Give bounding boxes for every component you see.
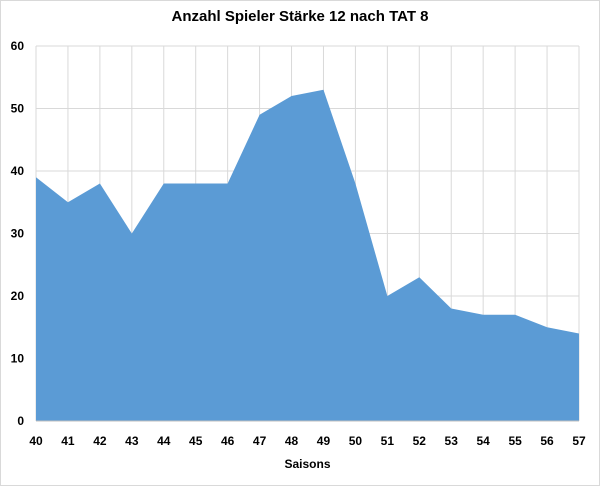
x-tick-label: 56: [540, 434, 554, 448]
chart-title: Anzahl Spieler Stärke 12 nach TAT 8: [171, 8, 429, 25]
x-tick-label: 45: [189, 434, 203, 448]
x-tick-label: 57: [572, 434, 586, 448]
x-tick-label: 46: [221, 434, 235, 448]
x-tick-label: 54: [476, 434, 490, 448]
x-tick-label: 41: [61, 434, 75, 448]
x-tick-label: 43: [125, 434, 139, 448]
x-tick-label: 42: [93, 434, 107, 448]
x-tick-label: 53: [445, 434, 459, 448]
y-tick-label: 0: [17, 414, 24, 428]
x-tick-label: 44: [157, 434, 171, 448]
y-tick-label: 20: [11, 289, 25, 303]
x-tick-label: 48: [285, 434, 299, 448]
x-tick-label: 50: [349, 434, 363, 448]
y-axis-ticks: 0 10 20 30 40 50 60: [11, 39, 25, 428]
x-tick-label: 51: [381, 434, 395, 448]
y-tick-label: 50: [11, 102, 25, 116]
y-tick-label: 10: [11, 352, 25, 366]
y-tick-label: 30: [11, 227, 25, 241]
y-tick-label: 40: [11, 164, 25, 178]
area-layer: [35, 89, 580, 421]
x-tick-label: 55: [508, 434, 522, 448]
x-tick-label: 40: [29, 434, 43, 448]
x-axis-label: Saisons: [284, 457, 330, 471]
y-tick-label: 60: [11, 39, 25, 53]
x-tick-label: 49: [317, 434, 331, 448]
area-series: [36, 89, 579, 421]
x-tick-label: 47: [253, 434, 267, 448]
x-tick-label: 52: [413, 434, 427, 448]
x-axis-ticks: 40 41 42 43 44 45 46 47 48 49 50 51 52 53 54 55 56 57: [29, 434, 586, 448]
